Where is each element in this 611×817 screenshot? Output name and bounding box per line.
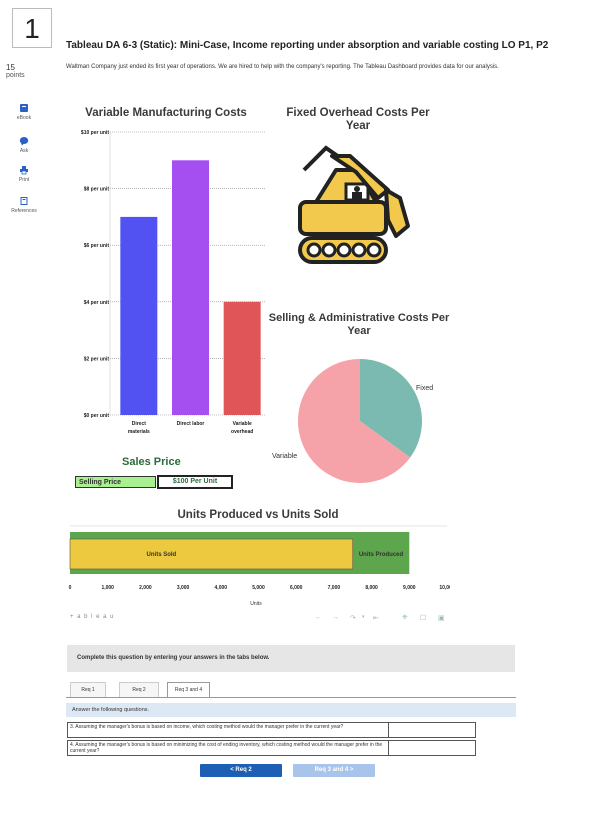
points-label: points [6,72,25,79]
x-tick-label: materials [128,429,150,435]
share-icon[interactable]: ⎈ [402,614,408,621]
tableau-logo: + a b l e a u [70,614,115,620]
pie-slice-fixed[interactable] [360,359,422,458]
x-tick-label: 4,000 [215,585,228,591]
x-tick-label: 10,000 [439,585,450,591]
sidebar-item-label: eBook [16,115,32,121]
x-tick-label: 6,000 [290,585,303,591]
references-icon [20,197,28,205]
instructions-banner: Complete this question by entering your … [67,645,515,672]
sidebar-item-label: Ask [19,148,29,154]
answer-select-4[interactable] [388,741,475,755]
undo-icon[interactable]: ← [315,614,322,621]
pie-label-fixed: Fixed [416,385,433,392]
sidebar-item-ebook[interactable]: eBook [2,103,46,121]
label-units-produced: Units Produced [359,552,404,558]
x-tick-label: 1,000 [101,585,114,591]
question-row-4: 4. Assuming the manager's bonus is based… [67,740,476,756]
x-tick-label: Direct [132,421,147,427]
variable-costs-title: Variable Manufacturing Costs [85,107,247,119]
x-tick-label: Direct labor [177,421,205,427]
printer-icon [20,166,28,175]
x-tick-label: Variable [233,421,252,427]
points-block: 15 points [6,64,42,80]
chevron-down-icon[interactable]: ▾ [362,614,365,620]
chat-bubble-icon [19,137,29,146]
answer-select-3[interactable] [388,723,475,737]
y-tick-label: $0 per unit [84,413,110,419]
pie-label-variable: Variable [272,453,297,460]
sidebar-item-ask[interactable]: Ask [2,136,46,154]
book-icon [20,104,28,112]
question-row-3: 3. Assuming the manager's bonus is based… [67,722,476,738]
x-tick-label: 0 [69,585,72,591]
comment-icon[interactable]: ☐ [420,615,427,622]
next-req-button[interactable]: Req 3 and 4 > [293,764,375,777]
points-value: 15 [6,63,15,72]
pause-icon[interactable]: ⇤ [373,615,379,622]
tableau-toolbar: + a b l e a u ← → ↷ ▾ ⇤ ⎈ ☐ ▣ [70,614,450,626]
pie-slice-variable[interactable] [298,359,411,483]
selling-price-label: Selling Price [75,476,156,488]
y-tick-label: $6 per unit [84,243,110,249]
question-text-4: 4. Assuming the manager's bonus is based… [70,742,383,754]
redo-icon[interactable]: → [332,614,339,621]
fixed-overhead-title: Fixed Overhead Costs Per Year [286,107,430,132]
tab-req-2[interactable]: Req 2 [119,682,159,698]
x-tick-label: 9,000 [403,585,416,591]
x-tick-label: overhead [231,429,253,435]
tab-req-1[interactable]: Req 1 [70,682,106,698]
x-tick-label: 3,000 [177,585,190,591]
units-axis-label: Units [250,601,262,607]
label-units-sold: Units Sold [147,552,177,558]
sga-title: Selling & Administrative Costs Per Year [268,312,450,337]
x-tick-label: 8,000 [365,585,378,591]
revert-icon[interactable]: ↷ [350,615,356,622]
sidebar-item-print[interactable]: Print [2,165,46,183]
page-title: Tableau DA 6-3 (Static): Mini-Case, Inco… [66,40,549,51]
fullscreen-icon[interactable]: ▣ [438,615,445,622]
y-tick-label: $2 per unit [84,356,110,362]
excavator-icon [298,145,410,264]
y-tick-label: $8 per unit [84,187,110,193]
sidebar-item-references[interactable]: References [2,196,46,214]
question-number: 1 [12,8,52,48]
variable-costs-chart: $0 per unit $2 per unit $4 per unit $6 per … [81,130,265,435]
y-tick-label: $4 per unit [84,300,110,306]
sidebar-item-label: Print [18,177,30,183]
bar-units-sold[interactable] [69,538,354,570]
sidebar-item-label: References [11,208,37,214]
y-tick-label: $10 per unit [81,130,109,136]
sales-price-title: Sales Price [122,456,181,468]
bar-variable-overhead[interactable] [223,301,261,415]
x-tick-label: 7,000 [328,585,341,591]
bar-direct-materials[interactable] [120,216,158,415]
x-tick-label: 2,000 [139,585,152,591]
units-title: Units Produced vs Units Sold [177,509,339,521]
units-chart: Units Sold Units Produced 0 1,000 2,000 3,00… [69,525,450,607]
prev-req-button[interactable]: < Req 2 [200,764,282,777]
answer-prompt: Answer the following questions. [66,703,516,717]
selling-price-value: $100 Per Unit [157,475,233,489]
tab-divider [66,697,516,698]
intro-text: Waltman Company just ended its first yea… [66,64,499,70]
bar-direct-labor[interactable] [172,160,209,415]
sga-pie-chart: Fixed Variable [272,359,433,483]
x-tick-label: 5,000 [252,585,265,591]
question-text-3: 3. Assuming the manager's bonus is based… [70,724,344,730]
tab-req-3-and-4[interactable]: Req 3 and 4 [167,682,210,698]
